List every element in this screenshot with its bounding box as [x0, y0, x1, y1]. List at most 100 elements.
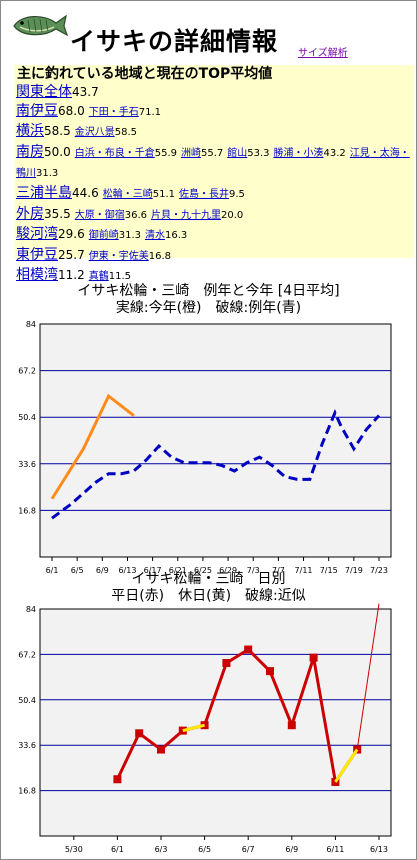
data-point — [244, 645, 253, 654]
x-tick-label: 7/7 — [272, 566, 285, 575]
area-link[interactable]: 御前崎 — [88, 230, 119, 242]
series-line — [334, 748, 359, 783]
area-value: 9.5 — [228, 188, 245, 200]
area-value: 11.5 — [108, 271, 131, 283]
series-line — [356, 603, 380, 750]
summary-heading: 主に釣れている地域と現在のTOP平均値 — [17, 66, 273, 82]
data-point — [178, 726, 187, 735]
x-tick-label: 7/3 — [247, 566, 260, 575]
summary-rows: 関東全体43.7 南伊豆68.0 下田・手石71.1 横浜58.5 金沢八景58.5 南房… — [14, 83, 414, 287]
area-value: 31.3 — [118, 230, 141, 242]
chart1-subtitle: 実線:今年(橙) 破線:例年(青) — [115, 300, 302, 316]
data-point — [135, 729, 144, 738]
region-link[interactable]: 外房 — [16, 205, 44, 222]
summary-panel: 主に釣れている地域と現在のTOP平均値 関東全体43.7 南伊豆68.0 下田・手石… — [14, 65, 414, 283]
area-value: 36.6 — [124, 209, 147, 221]
data-point — [222, 659, 231, 668]
region-row: 横浜58.5 金沢八景58.5 — [14, 122, 414, 143]
y-tick-label: 16.8 — [18, 506, 36, 515]
area-value: 55.9 — [154, 147, 177, 159]
area-link[interactable]: 館山 — [227, 147, 248, 159]
series-line — [50, 393, 135, 500]
daily-chart: 16.8 33.6 50.4 67.2 84 5/30 6/1 6/3 6/5 6/7 6/9 6/1… — [18, 603, 392, 854]
y-tick-label: 84 — [26, 320, 36, 329]
series-line — [182, 723, 205, 733]
region-link[interactable]: 横浜 — [16, 123, 44, 140]
page-title: イサキの詳細情報 — [70, 27, 279, 56]
plot-area — [39, 608, 392, 837]
data-point — [331, 777, 340, 786]
x-tick-label: 6/17 — [144, 566, 162, 575]
area-value: 43.2 — [323, 147, 346, 159]
x-tick-label: 6/5 — [71, 566, 84, 575]
area-value: 20.0 — [220, 209, 244, 221]
region-row: 東伊豆25.7 伊東・宇佐美16.8 — [14, 246, 414, 267]
y-tick-label: 33.6 — [18, 460, 36, 469]
area-link[interactable]: 真鶴 — [88, 271, 109, 283]
region-row: 関東全体43.7 — [14, 83, 414, 102]
region-link[interactable]: 南房 — [16, 143, 44, 160]
area-link[interactable]: 勝浦・小湊 — [273, 147, 324, 159]
x-tick-label: 7/15 — [320, 566, 338, 575]
data-point — [157, 745, 165, 754]
region-value: 25.7 — [58, 247, 85, 262]
x-tick-label: 6/21 — [169, 566, 187, 575]
chart1-title: イサキ松輪・三崎 例年と今年 [4日平均] — [77, 283, 340, 299]
y-tick-label: 50.4 — [18, 696, 36, 705]
region-row: 相模湾11.2 真鶴11.5 — [14, 266, 414, 287]
area-value: 51.1 — [152, 188, 175, 200]
x-tick-label: 6/11 — [326, 845, 344, 854]
x-tick-label: 6/1 — [46, 566, 59, 575]
x-tick-label: 7/11 — [295, 566, 313, 575]
area-link[interactable]: 江見・太海・鴨川 — [16, 147, 410, 180]
area-link[interactable]: 白浜・布良・千倉 — [74, 147, 155, 159]
region-link[interactable]: 駿河湾 — [16, 226, 58, 243]
area-link[interactable]: 松輪・三崎 — [102, 188, 153, 200]
region-value: 43.7 — [72, 85, 99, 99]
y-tick-label: 67.2 — [18, 367, 36, 376]
x-tick-label: 6/25 — [194, 566, 212, 575]
x-tick-label: 7/19 — [345, 566, 363, 575]
region-row: 三浦半島44.6 松輪・三崎51.1 佐島・長井9.5 — [14, 184, 414, 205]
y-tick-label: 33.6 — [18, 741, 36, 750]
region-row: 駿河湾29.6 御前崎31.3 清水16.3 — [14, 225, 414, 246]
area-value: 16.3 — [164, 230, 188, 242]
area-value: 58.5 — [114, 127, 137, 139]
region-value: 58.5 — [44, 124, 71, 139]
data-point — [266, 667, 274, 676]
x-tick-label: 6/9 — [96, 566, 109, 575]
plot-area — [39, 323, 392, 558]
region-link[interactable]: 関東全体 — [16, 84, 72, 100]
x-tick-label: 6/13 — [118, 566, 136, 575]
region-link[interactable]: 南伊豆 — [16, 102, 58, 119]
chart2-title: イサキ松輪・三崎 日別 — [131, 571, 286, 587]
size-analysis-link[interactable]: サイズ解析 — [298, 48, 348, 59]
area-link[interactable]: 下田・手石 — [88, 106, 139, 118]
area-value: 31.3 — [36, 168, 59, 180]
region-link[interactable]: 相模湾 — [16, 267, 58, 284]
region-link[interactable]: 三浦半島 — [16, 184, 72, 201]
area-value: 71.1 — [138, 106, 161, 118]
series-line — [51, 408, 381, 520]
region-row: 南伊豆68.0 下田・手石71.1 — [14, 102, 414, 123]
area-link[interactable]: 金沢八景 — [74, 127, 115, 139]
area-value: 16.8 — [148, 250, 171, 262]
y-tick-label: 50.4 — [18, 413, 36, 422]
area-value: 55.7 — [200, 147, 224, 159]
region-row: 外房35.5 大原・御宿36.6 片貝・九十九里20.0 — [14, 205, 414, 226]
x-tick-label: 6/7 — [242, 845, 255, 854]
y-tick-label: 67.2 — [18, 650, 36, 659]
x-tick-label: 6/3 — [155, 845, 168, 854]
chart2-subtitle: 平日(赤) 休日(黄) 破線:近似 — [111, 588, 306, 604]
area-link[interactable]: 大原・御宿 — [74, 209, 125, 221]
region-link[interactable]: 東伊豆 — [16, 246, 58, 263]
area-link[interactable]: 清水 — [144, 230, 165, 242]
area-link[interactable]: 洲崎 — [180, 147, 201, 159]
area-link[interactable]: 佐島・長井 — [178, 188, 229, 200]
area-link[interactable]: 伊東・宇佐美 — [88, 250, 149, 262]
region-value: 29.6 — [58, 227, 85, 242]
x-tick-label: 6/1 — [111, 845, 124, 854]
y-tick-label: 16.8 — [18, 787, 36, 796]
data-point — [287, 721, 296, 730]
area-link[interactable]: 片貝・九十九里 — [150, 209, 221, 221]
